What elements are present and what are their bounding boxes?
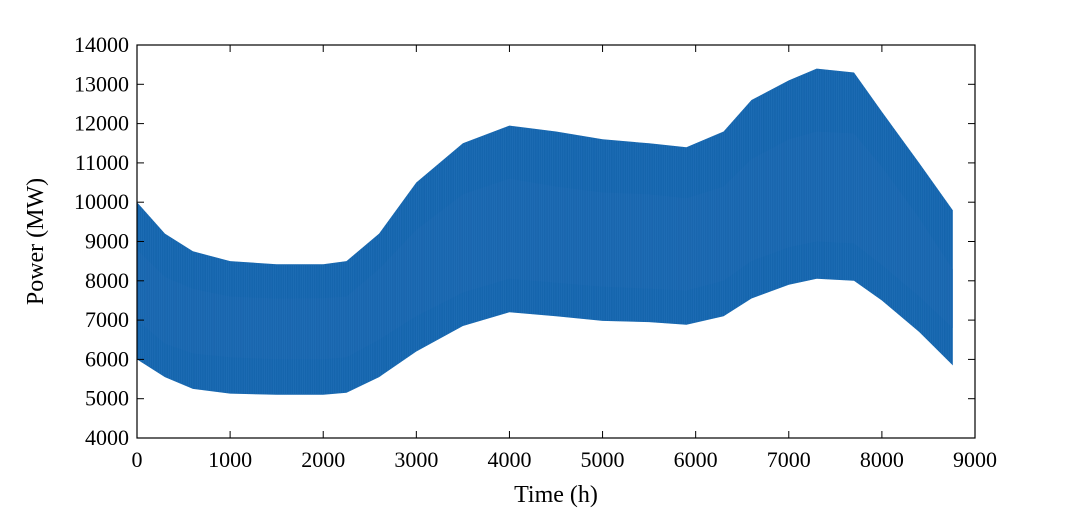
plot-area bbox=[136, 68, 953, 395]
y-tick-label: 14000 bbox=[74, 32, 129, 57]
y-axis-title: Power (MW) bbox=[23, 178, 49, 305]
x-tick-label: 3000 bbox=[394, 447, 438, 472]
y-tick-label: 11000 bbox=[75, 150, 129, 175]
x-tick-label: 6000 bbox=[674, 447, 718, 472]
y-tick-label: 12000 bbox=[74, 111, 129, 136]
x-axis: 0 1000 2000 3000 4000 5000 6000 7000 8000 9000 bbox=[132, 45, 997, 472]
x-tick-label: 7000 bbox=[767, 447, 811, 472]
x-tick-label: 8000 bbox=[860, 447, 904, 472]
y-tick-label: 4000 bbox=[85, 425, 129, 450]
y-tick-label: 10000 bbox=[74, 189, 129, 214]
y-tick-label: 5000 bbox=[85, 386, 129, 411]
x-tick-label: 4000 bbox=[487, 447, 531, 472]
y-axis: 4000 5000 6000 7000 8000 9000 10000 11000 12000 1… bbox=[74, 32, 975, 450]
series-oscillation-lines bbox=[136, 68, 953, 395]
y-tick-label: 13000 bbox=[74, 71, 129, 96]
y-tick-label: 6000 bbox=[85, 346, 129, 371]
y-tick-label: 9000 bbox=[85, 229, 129, 254]
x-tick-label: 2000 bbox=[301, 447, 345, 472]
x-tick-label: 1000 bbox=[208, 447, 252, 472]
x-axis-title: Time (h) bbox=[514, 482, 598, 508]
series-dense-band bbox=[137, 131, 953, 360]
x-tick-label: 0 bbox=[132, 447, 143, 472]
y-tick-label: 7000 bbox=[85, 307, 129, 332]
y-tick-label: 8000 bbox=[85, 268, 129, 293]
x-tick-label: 5000 bbox=[581, 447, 625, 472]
x-tick-label: 9000 bbox=[953, 447, 997, 472]
